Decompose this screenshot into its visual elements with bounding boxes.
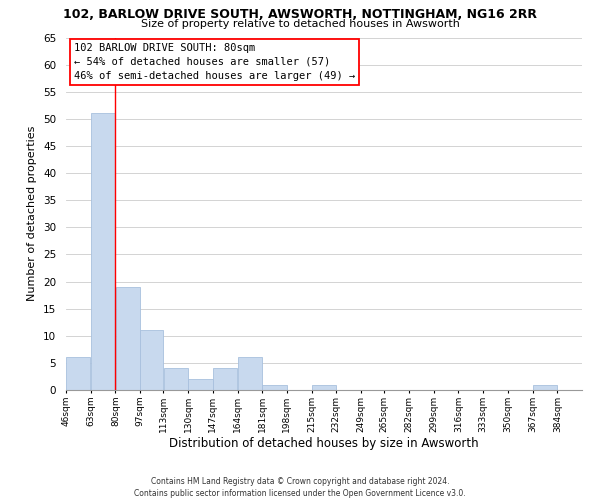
Bar — [116, 287, 140, 390]
Bar — [213, 368, 237, 390]
Bar — [238, 358, 262, 390]
Bar — [533, 384, 557, 390]
Text: 102 BARLOW DRIVE SOUTH: 80sqm
← 54% of detached houses are smaller (57)
46% of s: 102 BARLOW DRIVE SOUTH: 80sqm ← 54% of d… — [74, 43, 355, 81]
Bar — [312, 384, 336, 390]
Bar — [188, 379, 212, 390]
Text: Contains HM Land Registry data © Crown copyright and database right 2024.
Contai: Contains HM Land Registry data © Crown c… — [134, 476, 466, 498]
Y-axis label: Number of detached properties: Number of detached properties — [28, 126, 37, 302]
Text: 102, BARLOW DRIVE SOUTH, AWSWORTH, NOTTINGHAM, NG16 2RR: 102, BARLOW DRIVE SOUTH, AWSWORTH, NOTTI… — [63, 8, 537, 20]
Bar — [66, 358, 91, 390]
Bar — [262, 384, 287, 390]
X-axis label: Distribution of detached houses by size in Awsworth: Distribution of detached houses by size … — [169, 438, 479, 450]
Bar — [91, 114, 115, 390]
Bar — [164, 368, 188, 390]
Text: Size of property relative to detached houses in Awsworth: Size of property relative to detached ho… — [140, 19, 460, 29]
Bar — [140, 330, 163, 390]
